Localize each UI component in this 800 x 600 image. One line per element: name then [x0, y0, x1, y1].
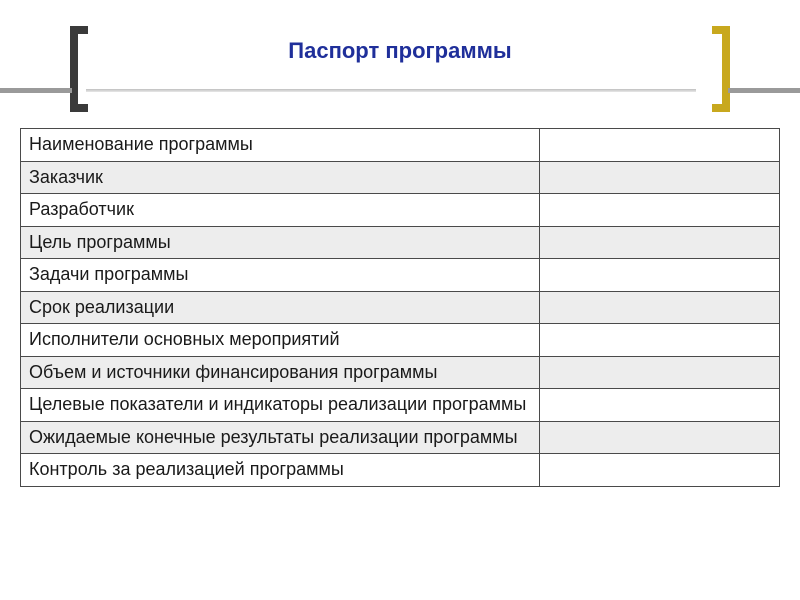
table-row: Ожидаемые конечные результаты реализации… [21, 421, 780, 454]
table-row: Заказчик [21, 161, 780, 194]
table-row: Наименование программы [21, 129, 780, 162]
passport-table-body: Наименование программыЗаказчикРазработчи… [21, 129, 780, 487]
table-row: Исполнители основных мероприятий [21, 324, 780, 357]
row-label: Объем и источники финансирования програм… [21, 356, 540, 389]
slide-title: Паспорт программы [0, 38, 800, 64]
table-row: Разработчик [21, 194, 780, 227]
divider-right [728, 88, 800, 93]
row-label: Заказчик [21, 161, 540, 194]
row-value [540, 454, 780, 487]
row-label: Задачи программы [21, 259, 540, 292]
row-label: Контроль за реализацией программы [21, 454, 540, 487]
divider-left [0, 88, 72, 93]
row-value [540, 291, 780, 324]
row-label: Целевые показатели и индикаторы реализац… [21, 389, 540, 422]
divider-center [86, 89, 696, 92]
row-value [540, 259, 780, 292]
row-label: Разработчик [21, 194, 540, 227]
title-area: Паспорт программы [0, 0, 800, 100]
table-row: Целевые показатели и индикаторы реализац… [21, 389, 780, 422]
table-row: Объем и источники финансирования програм… [21, 356, 780, 389]
table-row: Задачи программы [21, 259, 780, 292]
table-row: Цель программы [21, 226, 780, 259]
slide: Паспорт программы Наименование программы… [0, 0, 800, 600]
table-row: Контроль за реализацией программы [21, 454, 780, 487]
row-label: Наименование программы [21, 129, 540, 162]
row-label: Срок реализации [21, 291, 540, 324]
row-value [540, 226, 780, 259]
row-value [540, 324, 780, 357]
row-label: Цель программы [21, 226, 540, 259]
row-value [540, 356, 780, 389]
row-value [540, 194, 780, 227]
row-value [540, 421, 780, 454]
row-label: Исполнители основных мероприятий [21, 324, 540, 357]
row-value [540, 129, 780, 162]
row-label: Ожидаемые конечные результаты реализации… [21, 421, 540, 454]
passport-table: Наименование программыЗаказчикРазработчи… [20, 128, 780, 487]
table-row: Срок реализации [21, 291, 780, 324]
row-value [540, 389, 780, 422]
row-value [540, 161, 780, 194]
